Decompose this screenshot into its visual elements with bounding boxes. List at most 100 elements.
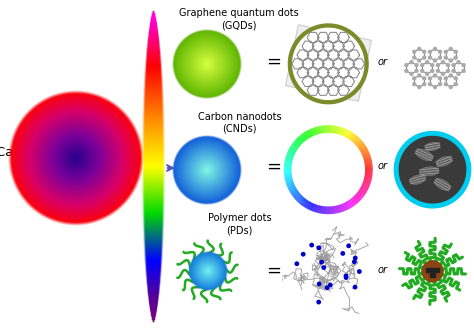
Circle shape (444, 77, 447, 80)
Bar (285, 25, 372, 101)
Point (327, 282, 334, 288)
Circle shape (457, 61, 460, 64)
Circle shape (426, 72, 428, 75)
Text: Graphene quantum dots
(GQDs): Graphene quantum dots (GQDs) (180, 8, 299, 31)
Circle shape (444, 50, 447, 53)
Point (300, 252, 307, 257)
Circle shape (422, 261, 443, 282)
Circle shape (449, 59, 452, 62)
Polygon shape (286, 127, 371, 212)
Circle shape (454, 77, 457, 80)
Circle shape (421, 70, 424, 72)
Circle shape (410, 72, 413, 75)
Point (320, 265, 328, 270)
Circle shape (423, 50, 426, 53)
Ellipse shape (410, 175, 425, 184)
Point (315, 245, 323, 251)
Polygon shape (400, 136, 465, 203)
Circle shape (454, 83, 457, 86)
Circle shape (413, 77, 416, 80)
Text: =: = (266, 261, 282, 280)
Point (356, 269, 363, 274)
Circle shape (441, 61, 445, 64)
Circle shape (462, 70, 465, 72)
Circle shape (413, 83, 416, 86)
Ellipse shape (419, 167, 439, 176)
Text: or: or (377, 57, 388, 67)
Point (318, 259, 326, 265)
Circle shape (418, 59, 421, 62)
Circle shape (426, 61, 428, 64)
Point (323, 285, 331, 291)
Point (351, 259, 358, 264)
Circle shape (449, 47, 452, 50)
Circle shape (421, 64, 424, 67)
Circle shape (457, 72, 460, 75)
Polygon shape (293, 28, 364, 99)
Circle shape (454, 50, 457, 53)
Circle shape (428, 83, 431, 86)
Circle shape (447, 64, 449, 67)
Circle shape (449, 86, 452, 89)
Circle shape (434, 86, 437, 89)
Circle shape (413, 50, 416, 53)
Point (339, 251, 346, 256)
Circle shape (452, 64, 455, 67)
Text: =: = (266, 53, 282, 71)
Text: or: or (377, 265, 388, 276)
Circle shape (444, 83, 447, 86)
Point (342, 273, 350, 279)
Circle shape (437, 64, 439, 67)
Circle shape (452, 70, 455, 72)
Circle shape (423, 77, 426, 80)
Circle shape (415, 70, 418, 72)
Circle shape (437, 70, 439, 72)
Text: or: or (377, 161, 388, 171)
Circle shape (438, 77, 442, 80)
Circle shape (454, 56, 457, 59)
Bar (427, 268, 432, 272)
Circle shape (410, 61, 413, 64)
Point (315, 281, 323, 287)
Circle shape (418, 47, 421, 50)
Circle shape (441, 72, 445, 75)
Circle shape (405, 64, 408, 67)
Circle shape (438, 56, 442, 59)
Text: Polymer dots
(PDs): Polymer dots (PDs) (208, 213, 271, 236)
Circle shape (418, 86, 421, 89)
Point (351, 255, 359, 261)
Point (293, 261, 301, 266)
Ellipse shape (436, 157, 452, 166)
Point (315, 299, 322, 305)
Polygon shape (289, 24, 368, 103)
Circle shape (428, 56, 431, 59)
Circle shape (405, 70, 408, 72)
Circle shape (423, 83, 426, 86)
Circle shape (431, 70, 434, 72)
Circle shape (423, 56, 426, 59)
Text: =: = (266, 157, 282, 175)
Circle shape (444, 56, 447, 59)
Circle shape (438, 50, 442, 53)
Circle shape (413, 56, 416, 59)
Text: Carbon nanodots
(CNDs): Carbon nanodots (CNDs) (198, 112, 281, 134)
Text: Carbon dots (CDs): Carbon dots (CDs) (0, 146, 118, 159)
Circle shape (415, 64, 418, 67)
Polygon shape (292, 133, 365, 207)
Polygon shape (394, 131, 471, 208)
Circle shape (449, 74, 452, 77)
Point (342, 275, 350, 280)
Circle shape (428, 50, 431, 53)
Ellipse shape (425, 142, 440, 151)
Bar (430, 273, 435, 277)
Circle shape (447, 70, 449, 72)
Circle shape (434, 47, 437, 50)
Point (351, 284, 359, 290)
Circle shape (428, 77, 431, 80)
Circle shape (462, 64, 465, 67)
Point (345, 243, 353, 249)
Circle shape (431, 64, 434, 67)
Bar (433, 268, 438, 272)
Circle shape (418, 74, 421, 77)
Circle shape (434, 59, 437, 62)
